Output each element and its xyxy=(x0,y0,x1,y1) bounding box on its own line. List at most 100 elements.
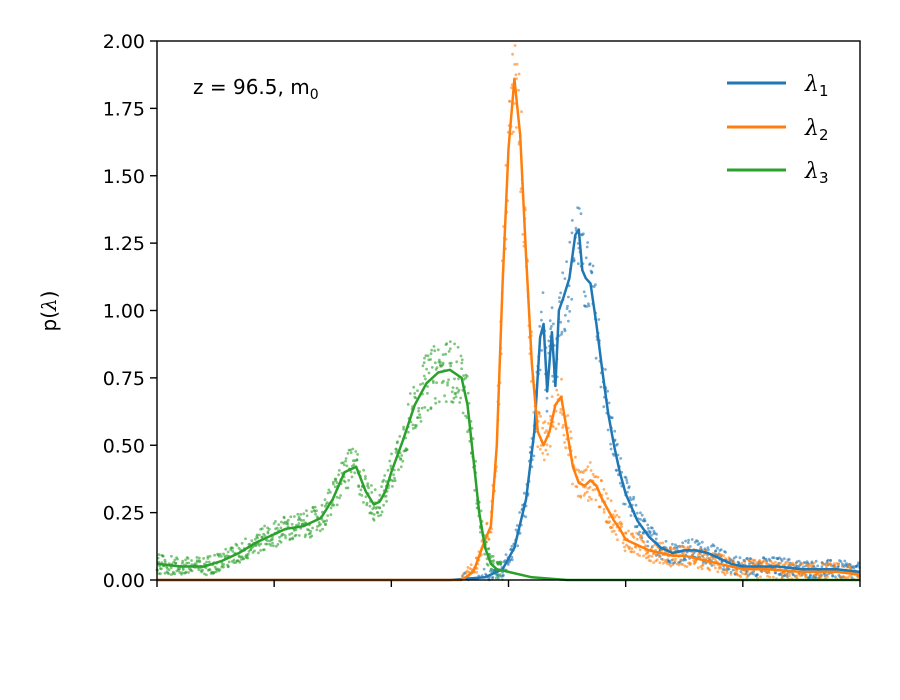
legend-label-3-symbol: λ xyxy=(804,159,819,184)
scatter-point xyxy=(325,519,328,523)
scatter-point xyxy=(649,559,652,563)
scatter-point xyxy=(218,552,222,556)
scatter-point xyxy=(372,518,376,522)
scatter-point xyxy=(231,550,235,553)
scatter-point xyxy=(473,488,477,492)
scatter-point xyxy=(266,539,269,543)
scatter-point xyxy=(630,550,634,554)
scatter-point xyxy=(311,526,314,530)
scatter-point xyxy=(349,448,352,452)
scatter-point xyxy=(430,366,434,369)
scatter-point xyxy=(517,72,521,76)
scatter-point xyxy=(681,563,685,566)
scatter-point xyxy=(368,504,372,508)
scatter-point xyxy=(519,190,522,194)
scatter-point xyxy=(435,381,438,385)
scatter-point xyxy=(510,555,514,559)
scatter-point xyxy=(643,519,647,523)
scatter-point xyxy=(610,416,614,420)
scatter-point xyxy=(621,541,625,545)
scatter-point xyxy=(648,530,652,534)
scatter-point xyxy=(739,575,743,579)
scatter-point xyxy=(712,544,716,548)
scatter-point xyxy=(584,256,588,260)
scatter-point xyxy=(590,271,594,275)
scatter-point xyxy=(635,537,639,541)
scatter-point xyxy=(319,523,322,526)
scatter-point xyxy=(655,552,658,556)
scatter-point xyxy=(795,574,799,578)
scatter-point xyxy=(378,493,382,497)
legend-label-1-subscript: 1 xyxy=(819,82,829,100)
scatter-point xyxy=(309,529,313,533)
scatter-point xyxy=(518,531,522,535)
scatter-point xyxy=(539,310,543,314)
scatter-point xyxy=(393,476,396,480)
scatter-point xyxy=(453,377,456,381)
scatter-point xyxy=(684,539,687,543)
scatter-point xyxy=(262,548,266,551)
scatter-point xyxy=(638,554,641,557)
scatter-point xyxy=(235,544,239,547)
scatter-point xyxy=(792,563,795,567)
scatter-point xyxy=(839,576,843,580)
scatter-point xyxy=(674,543,677,547)
scatter-point xyxy=(377,514,380,518)
scatter-point xyxy=(760,563,764,566)
scatter-point xyxy=(419,383,422,386)
scatter-point xyxy=(299,519,303,522)
scatter-point xyxy=(242,557,245,561)
scatter-point xyxy=(422,374,426,378)
scatter-point xyxy=(294,533,298,537)
scatter-point xyxy=(286,518,290,522)
scatter-point xyxy=(379,513,383,517)
legend: λ1 λ2 λ3 xyxy=(727,72,829,187)
scatter-point xyxy=(636,552,639,556)
scatter-point xyxy=(442,379,445,383)
scatter-point xyxy=(571,482,574,486)
scatter-point xyxy=(515,524,519,527)
scatter-point xyxy=(455,386,459,390)
scatter-point xyxy=(349,470,353,474)
scatter-point xyxy=(640,534,643,538)
scatter-point xyxy=(384,494,388,498)
scatter-point xyxy=(205,560,209,564)
scatter-point xyxy=(676,545,679,548)
scatter-point xyxy=(414,396,418,400)
scatter-point xyxy=(421,382,425,385)
scatter-point xyxy=(774,571,778,575)
scatter-point xyxy=(614,533,618,536)
scatter-point xyxy=(588,461,592,464)
scatter-point xyxy=(585,490,589,494)
scatter-point xyxy=(224,547,228,551)
scatter-point xyxy=(574,226,578,230)
scatter-point xyxy=(378,506,382,510)
scatter-point xyxy=(683,546,686,549)
scatter-point xyxy=(272,522,276,525)
scatter-point xyxy=(574,455,577,459)
scatter-point xyxy=(315,509,318,513)
scatter-point xyxy=(372,513,376,516)
scatter-point xyxy=(444,400,448,403)
scatter-point xyxy=(271,538,274,541)
scatter-point xyxy=(630,547,634,551)
scatter-point xyxy=(207,560,211,564)
scatter-point xyxy=(436,348,440,352)
scatter-point xyxy=(719,566,722,570)
scatter-point xyxy=(427,371,431,375)
scatter-point xyxy=(282,516,286,520)
scatter-point xyxy=(552,425,555,429)
scatter-point xyxy=(486,563,490,567)
scatter-point xyxy=(745,572,749,576)
scatter-point xyxy=(550,325,553,328)
scatter-point xyxy=(382,478,386,482)
scatter-point xyxy=(788,574,791,578)
scatter-point xyxy=(238,560,242,564)
scatter-point xyxy=(344,459,347,463)
plot-area xyxy=(157,41,860,580)
scatter-point xyxy=(562,423,565,427)
scatter-point xyxy=(612,454,616,457)
legend-label-3: λ3 xyxy=(804,159,829,187)
scatter-point xyxy=(364,495,368,499)
